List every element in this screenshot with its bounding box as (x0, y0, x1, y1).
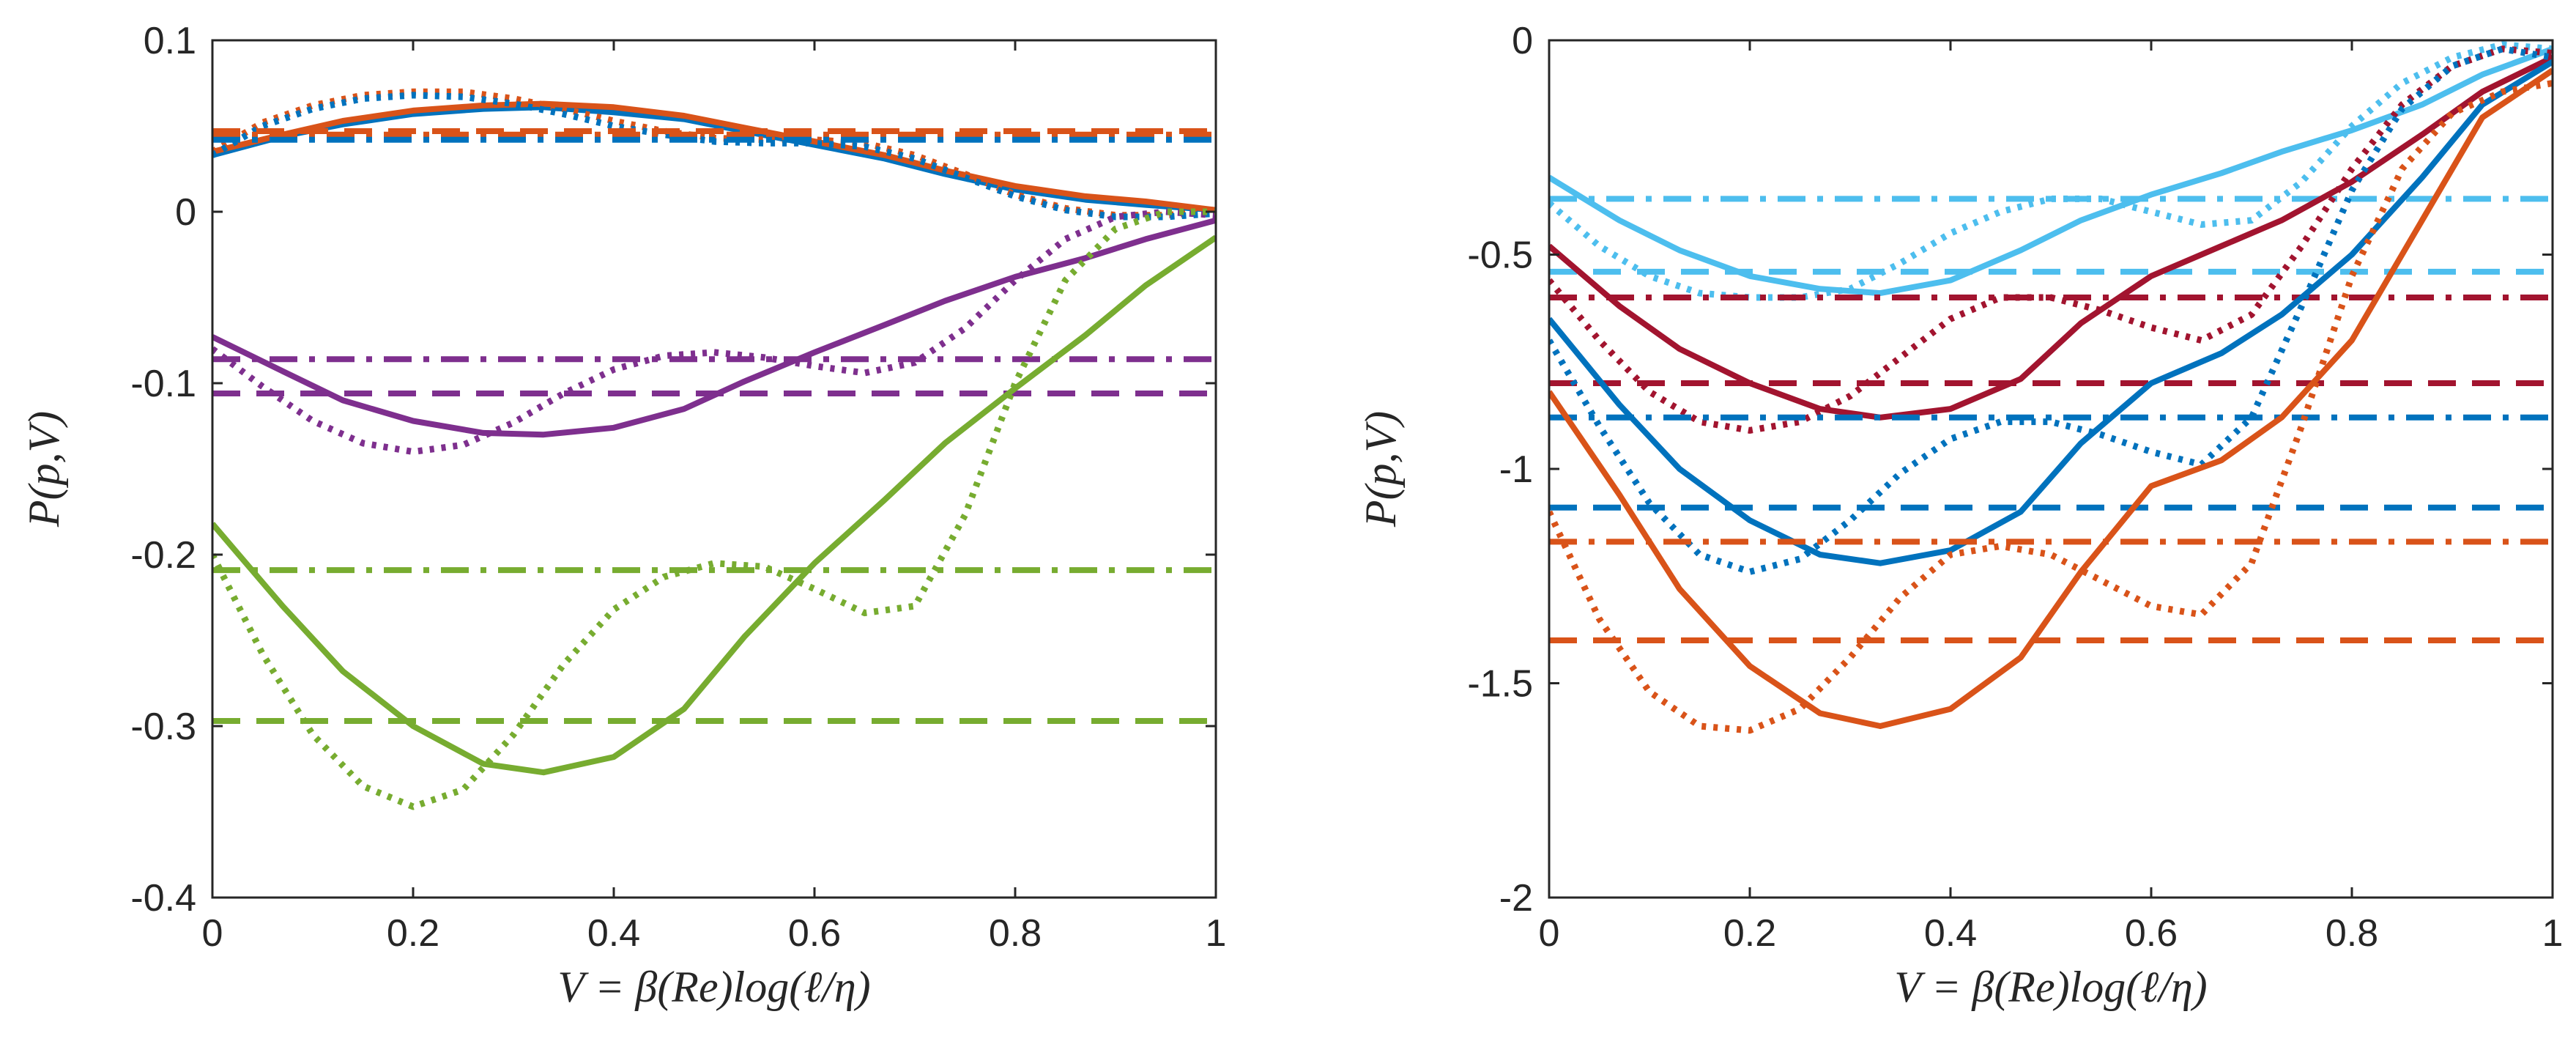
right-series-light-blue-solid (1549, 45, 2553, 297)
right-series-dark-red-solid (1549, 54, 2553, 421)
left-chart-axes-box (211, 39, 1217, 899)
left-y-tick-label: -0.1 (130, 363, 196, 405)
left-y-tick-label: 0 (175, 191, 196, 234)
left-chart-curves (212, 88, 1216, 810)
right-chart-y-axis-label: P(p,V) (1356, 411, 1405, 528)
left-series-orange-solid (212, 100, 1216, 213)
right-x-tick-label: 1 (2542, 912, 2564, 955)
right-chart-y-tick-labels: 0 -0.5 -1 -1.5 -2 (1467, 20, 1533, 920)
left-y-tick-label: 0.1 (144, 20, 196, 62)
right-y-tick-label: -0.5 (1467, 234, 1533, 277)
right-series-blue-dotted (1549, 45, 2553, 575)
left-chart-y-axis-label: P(p,V) (20, 411, 68, 528)
left-series-blue-solid (212, 104, 1216, 213)
left-series-green-solid (212, 234, 1216, 776)
right-chart-x-tick-labels: 0 0.2 0.4 0.6 0.8 1 (1539, 912, 2564, 955)
right-y-tick-label: 0 (1512, 20, 1533, 62)
right-x-tick-label: 0.6 (2125, 912, 2178, 955)
left-x-tick-label: 0.2 (387, 912, 439, 955)
left-chart-x-axis-label: V = β(Re)log(ℓ/η) (557, 963, 870, 1011)
left-y-tick-label: -0.3 (130, 706, 196, 748)
right-y-tick-label: -2 (1499, 877, 1533, 920)
right-y-tick-label: -1.5 (1467, 663, 1533, 706)
right-chart-panel: 0 0.2 0.4 0.6 0.8 1 0 -0.5 -1 -1.5 -2 V = β(Re)lo… (1356, 20, 2563, 1011)
left-series-purple-dotted (212, 208, 1216, 456)
left-series-green-dotted (212, 208, 1216, 810)
right-series-dark-red-dotted (1549, 45, 2553, 434)
right-chart-curves (1549, 41, 2553, 734)
right-series-orange-solid (1549, 67, 2553, 729)
right-x-tick-label: 0.2 (1723, 912, 1776, 955)
left-chart-panel: 0 0.2 0.4 0.6 0.8 1 0.1 0 -0.1 -0.2 -0.3 -0.4 V = … (20, 20, 1226, 1011)
left-chart-y-tick-labels: 0.1 0 -0.1 -0.2 -0.3 -0.4 (130, 20, 196, 920)
left-y-tick-label: -0.2 (130, 534, 196, 577)
left-x-tick-label: 0.8 (989, 912, 1042, 955)
right-series-orange-dotted (1549, 80, 2553, 734)
left-x-tick-label: 0 (202, 912, 223, 955)
right-x-tick-label: 0.8 (2326, 912, 2378, 955)
left-x-tick-label: 0.4 (587, 912, 640, 955)
right-chart-x-axis-label: V = β(Re)log(ℓ/η) (1894, 963, 2207, 1011)
left-x-tick-label: 1 (1206, 912, 1227, 955)
left-chart-ticks (211, 39, 1217, 899)
right-x-tick-label: 0.4 (1924, 912, 1977, 955)
right-x-tick-label: 0 (1539, 912, 1560, 955)
right-chart-ticks (1548, 39, 2554, 899)
left-chart-x-tick-labels: 0 0.2 0.4 0.6 0.8 1 (202, 912, 1227, 955)
left-series-purple-solid (212, 217, 1216, 438)
left-y-tick-label: -0.4 (130, 877, 196, 920)
right-series-blue-solid (1549, 59, 2553, 566)
left-x-tick-label: 0.6 (788, 912, 841, 955)
right-y-tick-label: -1 (1499, 448, 1533, 491)
